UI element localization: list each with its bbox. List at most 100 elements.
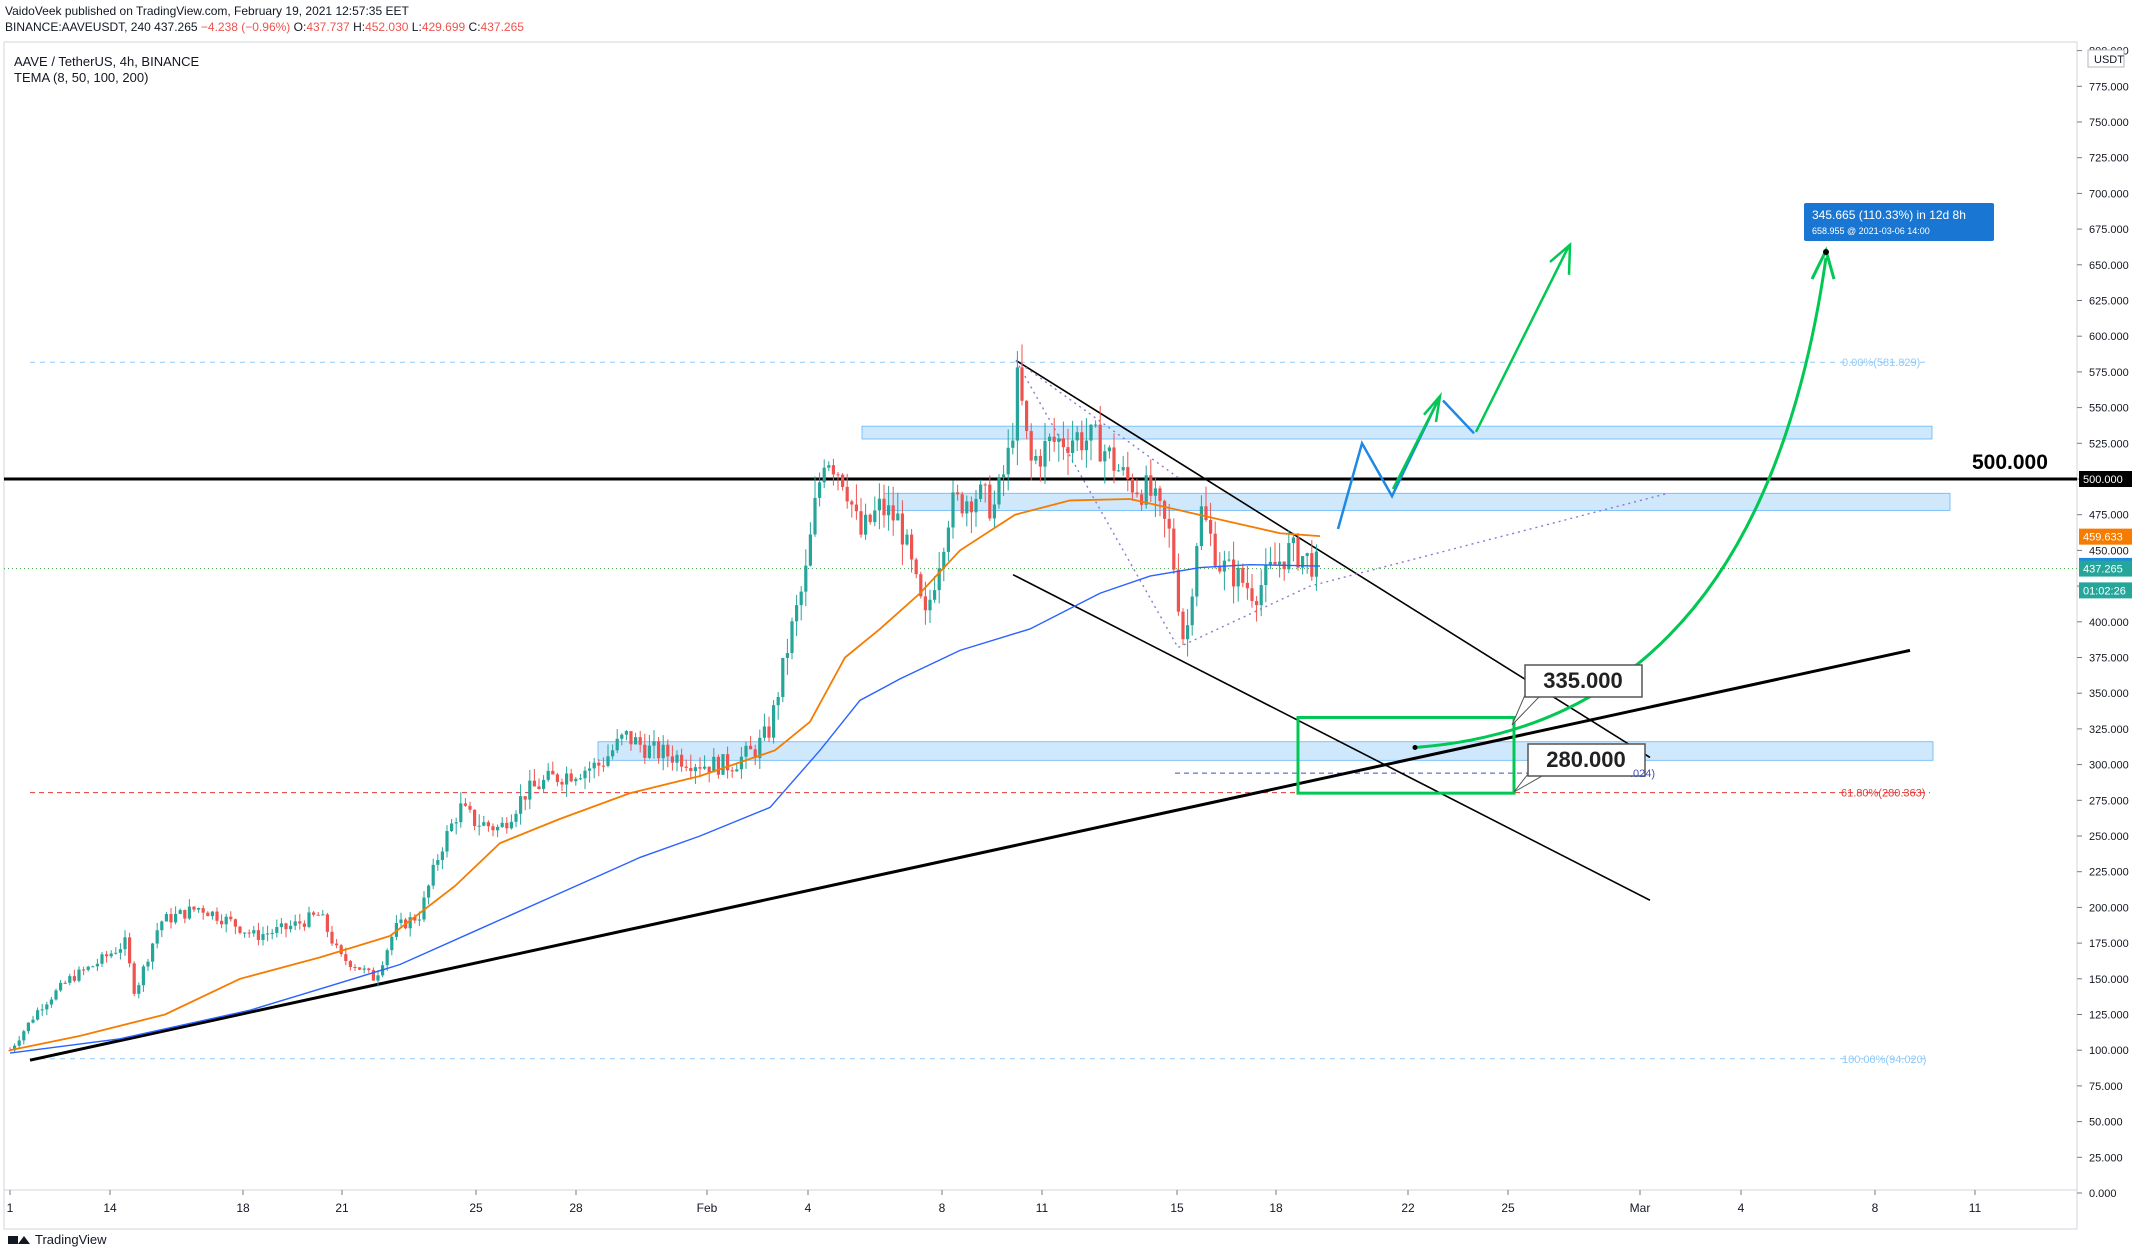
candle-body (289, 925, 293, 930)
x-tick-label: 8 (1872, 1201, 1879, 1215)
candle-body (137, 985, 141, 994)
candle-body (68, 976, 72, 983)
candle-body (151, 943, 155, 962)
candle-body (408, 917, 412, 929)
candle-body (969, 501, 973, 513)
publisher-text: VaidoVeek published on TradingView.com, … (5, 4, 409, 18)
candle-body (693, 767, 697, 772)
y-tick-label: 175.000 (2089, 938, 2129, 950)
candle-body (1204, 506, 1208, 520)
candle-body (643, 744, 647, 758)
candle-body (26, 1022, 30, 1032)
candle-body (376, 975, 380, 981)
y-tick-label: 700.000 (2089, 188, 2129, 200)
candle-body (1199, 506, 1203, 547)
candle-body (427, 885, 431, 898)
candle-body (344, 954, 348, 962)
candle-body (836, 474, 840, 476)
x-tick-label: 14 (103, 1201, 117, 1215)
candle-body (523, 796, 527, 800)
x-tick-label: 1 (7, 1201, 14, 1215)
candle-body (1002, 474, 1006, 478)
candle-body (730, 770, 734, 772)
candle-body (201, 908, 205, 913)
candle-body (1094, 424, 1098, 426)
x-tick-label: 11 (1036, 1201, 1049, 1215)
y-tick-label: 125.000 (2089, 1010, 2129, 1022)
y-tick-label: 225.000 (2089, 867, 2129, 879)
candle-body (919, 574, 923, 597)
candle-body (726, 754, 730, 771)
candle-body (1172, 528, 1176, 570)
candle-body (758, 737, 762, 759)
candle-body (818, 482, 822, 498)
candle-body (468, 805, 472, 810)
green-arrow-leg1 (1391, 399, 1440, 490)
candle-body (542, 779, 546, 789)
y-tick-label: 325.000 (2089, 724, 2129, 736)
candle-body (1186, 625, 1190, 640)
y-tick-label: 150.000 (2089, 974, 2129, 986)
candle-body (1006, 447, 1010, 475)
legend-indicator[interactable]: TEMA (8, 50, 100, 200) (14, 70, 149, 85)
candle-body (155, 930, 159, 944)
candle-body (128, 937, 132, 964)
candle-body (574, 778, 578, 782)
green-arrowhead-2 (1549, 242, 1572, 275)
candle-body (1176, 569, 1180, 612)
last-price: 437.265 (154, 20, 198, 34)
projection-curve (1414, 257, 1828, 749)
x-tick-label: 4 (805, 1201, 812, 1215)
support-zone (597, 741, 1934, 761)
candle-body (528, 780, 532, 800)
candle-body (670, 756, 674, 763)
candle-body (233, 919, 237, 927)
candle-body (160, 921, 164, 931)
candle-body (1130, 479, 1134, 493)
candle-body (1043, 441, 1047, 467)
channel-lower-line (1012, 573, 1651, 901)
candle-body (790, 621, 794, 654)
axes-layer: 800.000775.000750.000725.000700.000675.0… (7, 46, 2132, 1215)
candle-body (845, 486, 849, 502)
candle-body (882, 498, 886, 516)
candle-body (1278, 561, 1282, 565)
candle-body (555, 774, 559, 782)
candle-body (496, 826, 500, 831)
candle-body (100, 954, 104, 964)
candle-body (859, 511, 863, 535)
candle-body (1255, 601, 1259, 606)
candle-body (519, 796, 523, 814)
candle-body (477, 825, 481, 827)
candle-body (647, 745, 651, 758)
candle-body (238, 926, 242, 933)
candle-body (31, 1019, 35, 1023)
candle-body (675, 754, 679, 763)
candle-body (928, 599, 932, 611)
price-label-last (2079, 560, 2132, 577)
candle-body (454, 822, 458, 824)
candle-body (1259, 585, 1263, 606)
triangle-pattern-line (1015, 360, 1669, 649)
candle-body (992, 504, 996, 519)
candle-body (1052, 436, 1056, 442)
candle-body (822, 467, 826, 483)
candle-body (210, 911, 214, 917)
candle-body (197, 908, 201, 910)
candle-body (1268, 561, 1272, 565)
y-tick-label: 75.000 (2089, 1081, 2123, 1093)
publisher-line: VaidoVeek published on TradingView.com, … (5, 4, 409, 18)
candle-body (505, 822, 509, 829)
candle-body (813, 497, 817, 535)
candle-body (873, 510, 877, 523)
candle-body (132, 963, 136, 994)
candle-body (615, 738, 619, 751)
candle-body (1020, 367, 1024, 401)
candle-body (348, 961, 352, 968)
y-tick-label: 350.000 (2089, 688, 2129, 700)
candle-body (270, 932, 274, 934)
candle-body (960, 494, 964, 514)
candle-body (703, 766, 707, 769)
candle-body (707, 766, 711, 773)
